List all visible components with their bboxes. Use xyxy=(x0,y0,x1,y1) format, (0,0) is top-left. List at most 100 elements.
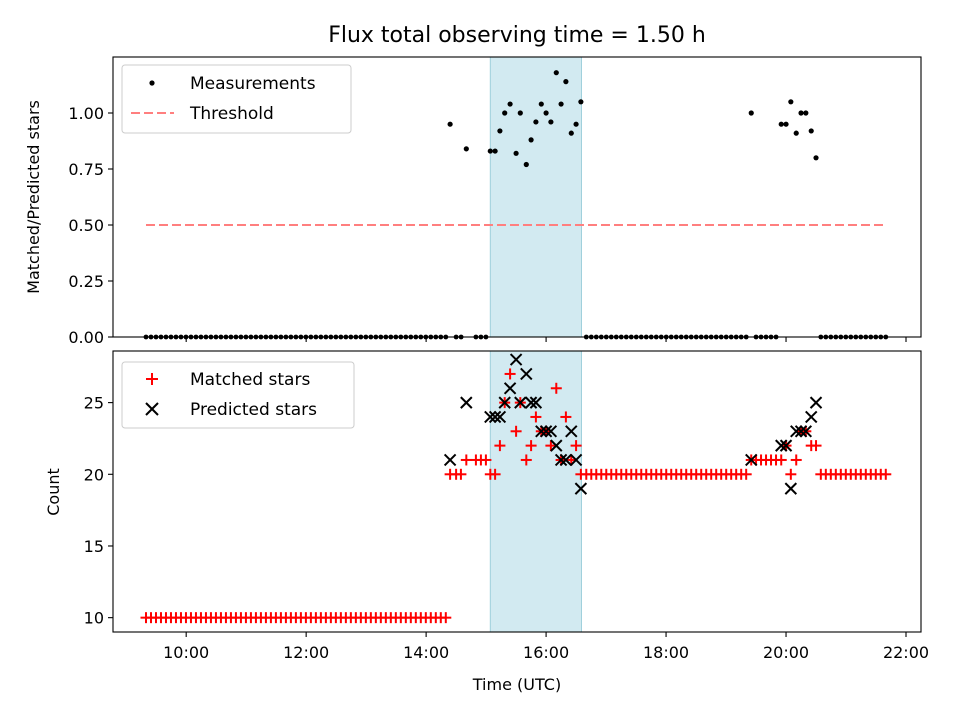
predicted-star-point xyxy=(509,353,523,366)
legend-measurements-label: Measurements xyxy=(190,74,316,94)
measurement-point xyxy=(492,148,498,154)
predicted-star-point xyxy=(809,396,823,409)
matched-star-point xyxy=(785,468,797,480)
matched-star-point xyxy=(740,468,752,480)
predicted-star-point xyxy=(520,367,533,381)
matched-star-point xyxy=(880,468,892,480)
predicted-star-point xyxy=(554,453,568,467)
top-y-ticks: 0.00 0.25 0.50 0.75 1.00 xyxy=(68,104,113,347)
x-tick-label: 20:00 xyxy=(763,643,809,662)
matched-star-point xyxy=(570,440,582,452)
panel-counts: 10 15 20 25 10:00 12:00 14:00 16:00 18:00 20:00 2… xyxy=(44,350,929,694)
matched-star-point xyxy=(790,454,802,466)
legend-predicted-label: Predicted stars xyxy=(190,400,317,420)
bottom-y-ticks: 10 15 20 25 xyxy=(84,394,113,628)
x-tick-label: 14:00 xyxy=(403,643,449,662)
bottom-y-axis-label: Count xyxy=(44,468,63,516)
predicted-star-point xyxy=(775,439,788,452)
predicted-star-point xyxy=(790,425,803,438)
matched-star-point xyxy=(775,454,787,466)
y-tick-label: 1.00 xyxy=(68,104,104,123)
matched-star-point xyxy=(550,382,562,394)
predicted-star-point xyxy=(794,425,808,438)
predicted-star-point xyxy=(484,410,497,424)
predicted-star-point xyxy=(745,453,758,467)
top-y-axis-label: Matched/Predicted stars xyxy=(24,100,43,294)
measurement-point xyxy=(523,161,529,168)
y-tick-label: 0.75 xyxy=(68,160,104,179)
measurement-point xyxy=(803,110,809,116)
matched-star-point xyxy=(460,454,472,466)
matched-star-point xyxy=(560,411,572,423)
measurement-point xyxy=(528,137,534,143)
predicted-star-point xyxy=(493,410,507,424)
legend-bottom: Matched stars Predicted stars xyxy=(121,361,355,429)
measurement-point xyxy=(548,119,554,125)
y-tick-label: 20 xyxy=(84,465,104,484)
predicted-star-point xyxy=(503,382,517,395)
predicted-star-point xyxy=(779,439,793,452)
y-tick-label: 0.25 xyxy=(68,272,104,291)
measurement-point xyxy=(783,121,789,127)
matched-star-point xyxy=(504,368,516,380)
measurement-point xyxy=(813,155,819,161)
measurement-point xyxy=(538,101,544,107)
measurement-point xyxy=(463,146,469,152)
matched-star-point xyxy=(455,468,467,480)
predicted-star-point xyxy=(544,425,558,438)
predicted-star-point xyxy=(524,396,538,409)
measurement-point xyxy=(513,150,519,156)
legend-bottom-frame xyxy=(121,361,355,429)
chart-title: Flux total observing time = 1.50 h xyxy=(328,23,706,48)
measurement-point xyxy=(808,128,814,134)
measurement-point xyxy=(788,99,794,105)
predicted-star-point xyxy=(799,425,813,438)
predicted-star-point xyxy=(514,396,527,409)
matched-star-point xyxy=(494,440,506,452)
predicted-star-point xyxy=(460,396,473,409)
matched-star-point xyxy=(489,468,501,480)
legend-top: Measurements Threshold xyxy=(121,64,352,134)
matched-star-point xyxy=(810,440,822,452)
measurement-point xyxy=(798,110,804,116)
measurement-point xyxy=(543,110,549,116)
legend-measurements-marker xyxy=(149,80,155,86)
bottom-plot-marks xyxy=(140,353,892,624)
y-tick-label: 10 xyxy=(84,609,104,628)
x-tick-label: 18:00 xyxy=(643,643,689,662)
measurement-point xyxy=(497,128,503,134)
x-tick-label: 12:00 xyxy=(283,643,329,662)
predicted-star-point xyxy=(539,425,553,438)
measurement-point xyxy=(568,130,574,136)
predicted-star-point xyxy=(784,482,798,495)
measurement-point xyxy=(507,101,513,107)
predicted-star-point xyxy=(569,453,583,467)
measurement-point xyxy=(563,79,569,85)
matched-star-point xyxy=(575,468,587,480)
top-x-ticks xyxy=(185,337,907,342)
y-tick-label: 0.00 xyxy=(68,328,104,347)
predicted-star-point xyxy=(443,453,457,467)
predicted-star-point xyxy=(805,410,818,424)
measurement-point xyxy=(778,121,784,127)
matched-star-point xyxy=(510,425,522,437)
matched-star-point xyxy=(440,612,452,624)
measurement-point xyxy=(553,70,559,76)
predicted-star-point xyxy=(498,396,511,409)
predicted-star-point xyxy=(488,410,502,424)
predicted-star-point xyxy=(535,425,548,438)
predicted-star-point xyxy=(559,453,573,467)
axes-frame-top xyxy=(112,56,922,338)
predicted-star-point xyxy=(550,439,563,452)
measurement-point xyxy=(578,99,584,105)
x-tick-label: 22:00 xyxy=(883,643,929,662)
measurement-point xyxy=(517,110,523,116)
highlight-span-top xyxy=(489,56,582,338)
legend-matched-label: Matched stars xyxy=(190,370,310,390)
predicted-star-point xyxy=(565,425,578,438)
predicted-star-point xyxy=(574,482,588,495)
x-tick-label: 16:00 xyxy=(523,643,569,662)
measurement-point xyxy=(533,119,539,125)
matched-star-point xyxy=(525,440,537,452)
